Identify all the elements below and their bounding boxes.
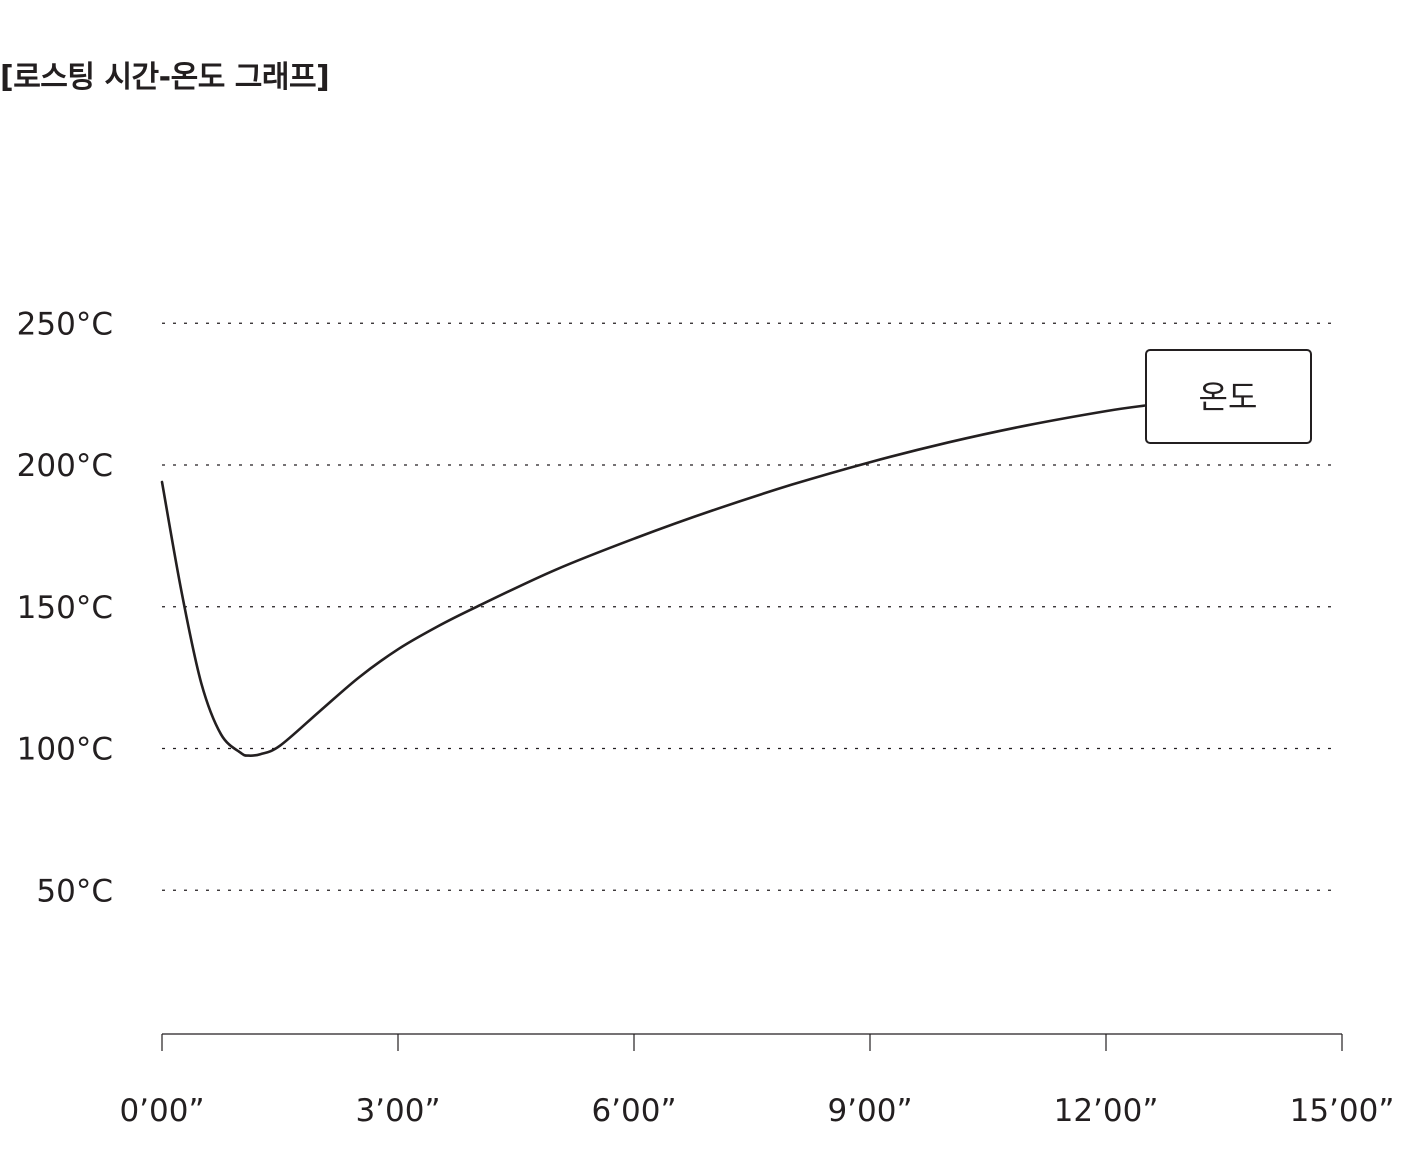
x-axis: 0’00” 3’00” 6’00” 9’00” 12’00” 15’00” [119, 1033, 1395, 1129]
x-tick-label: 3’00” [355, 1093, 440, 1129]
y-tick-label: 100°C [17, 732, 113, 768]
series-layer [160, 404, 1147, 757]
x-tick-label: 12’00” [1054, 1093, 1159, 1129]
x-tick-label: 9’00” [827, 1093, 912, 1129]
x-tick-label: 0’00” [119, 1093, 204, 1129]
chart-title: [로스팅 시간-온도 그래프] [0, 60, 330, 95]
temperature-line [160, 404, 1147, 757]
series-label-box [1145, 349, 1312, 444]
x-tick-label: 15’00” [1290, 1093, 1395, 1129]
x-tick-label: 6’00” [591, 1093, 676, 1129]
series-label: 온도 [1145, 349, 1312, 444]
y-axis: 250°C 200°C 150°C 100°C 50°C [17, 306, 113, 909]
y-tick-label: 150°C [17, 590, 113, 626]
y-tick-label: 250°C [17, 306, 113, 342]
series-label-text: 온도 [1199, 378, 1258, 416]
y-tick-label: 50°C [36, 873, 113, 909]
y-tick-label: 200°C [17, 448, 113, 484]
